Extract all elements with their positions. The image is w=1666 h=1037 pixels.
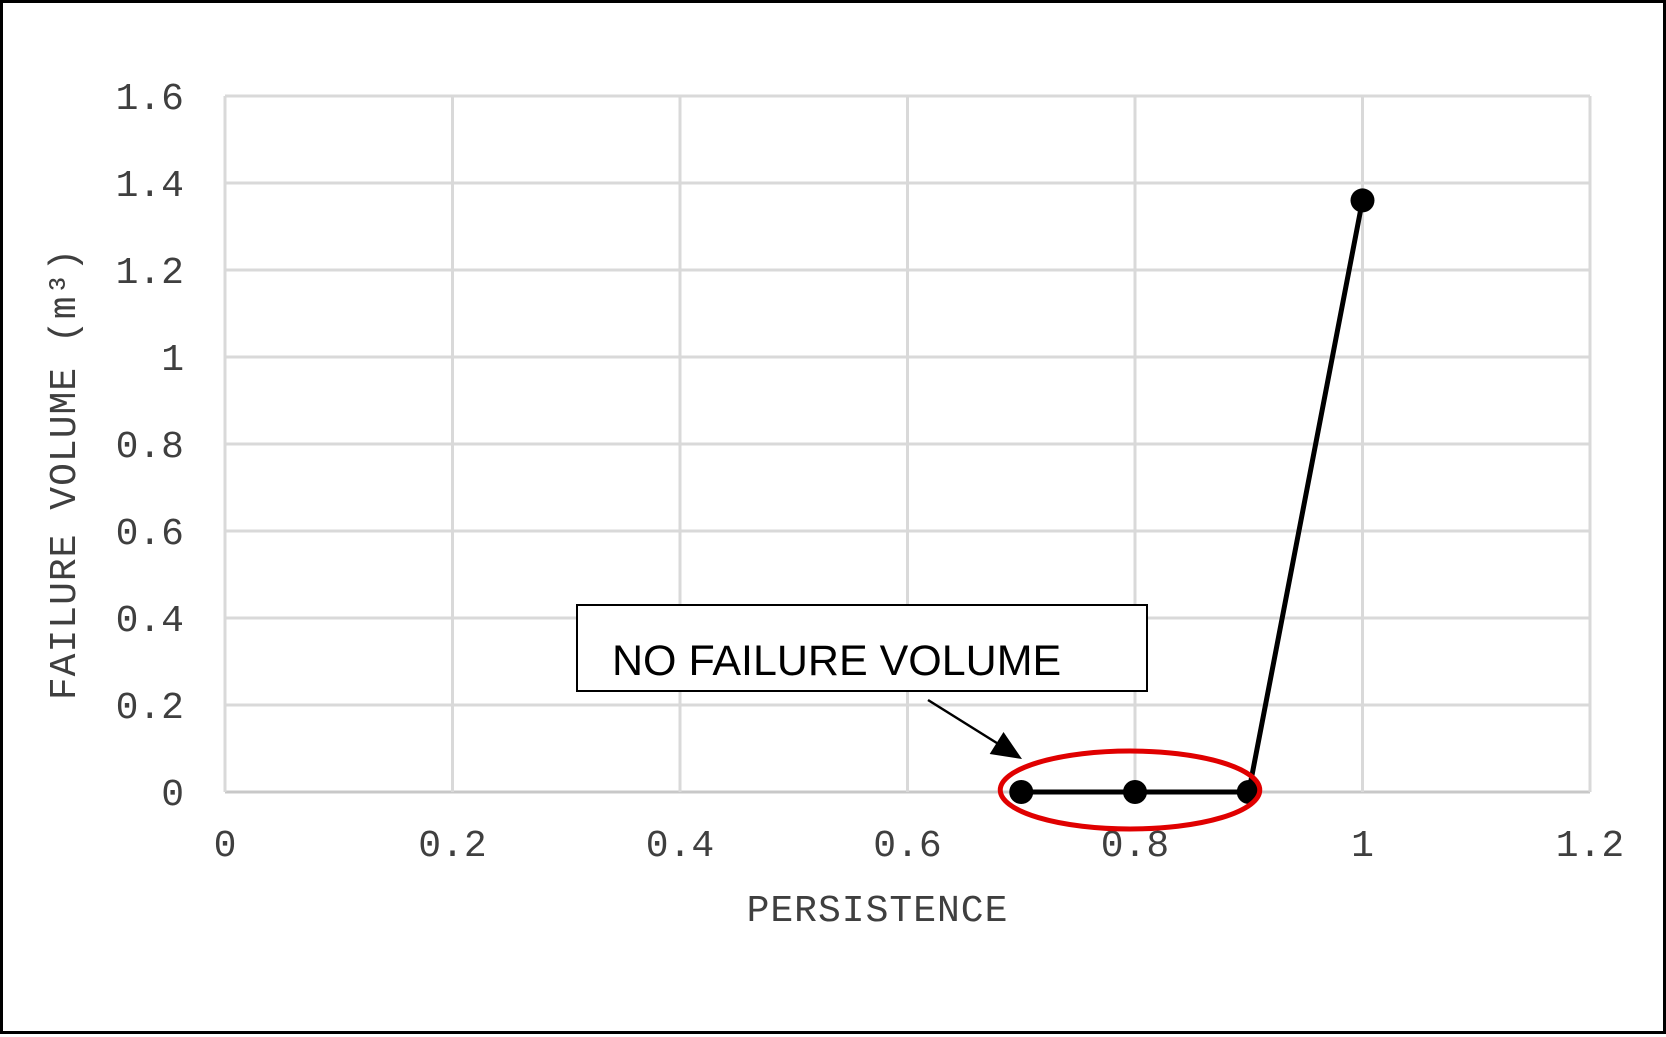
x-axis-ticks: 0 0.2 0.4 0.6 0.8 1 1.2 — [214, 825, 1625, 868]
x-axis-title: PERSISTENCE — [747, 890, 1009, 933]
y-tick-label: 1 — [161, 339, 184, 382]
series-line — [1021, 199, 1365, 795]
y-tick-label: 1.6 — [116, 78, 184, 121]
y-tick-label: 0.8 — [116, 426, 184, 469]
x-tick-label: 0.4 — [646, 825, 714, 868]
line-chart: 0 0.2 0.4 0.6 0.8 1 1.2 1.4 1.6 0 0.2 0.4 0.6 0.8 1 1.… — [44, 78, 1625, 933]
y-tick-label: 1.2 — [116, 252, 184, 295]
annotation-box — [576, 604, 1148, 692]
data-point — [1009, 780, 1034, 804]
y-tick-label: 0.6 — [116, 513, 184, 556]
x-tick-label: 0.6 — [873, 825, 941, 868]
annotation-arrow — [927, 698, 1009, 752]
y-tick-label: 0.4 — [116, 600, 184, 643]
y-axis-ticks: 0 0.2 0.4 0.6 0.8 1 1.2 1.4 1.6 — [116, 78, 184, 817]
y-axis-title: FAILURE VOLUME (m³) — [44, 248, 87, 700]
data-point — [1123, 780, 1147, 804]
x-tick-label: 0 — [214, 825, 237, 868]
x-tick-label: 0.8 — [1101, 825, 1169, 868]
x-tick-label: 0.2 — [418, 825, 486, 868]
x-tick-label: 1.2 — [1556, 825, 1624, 868]
annotation-arrow-head — [989, 732, 1022, 759]
annotation: NO FAILURE VOLUME — [576, 604, 1263, 832]
series-failure-volume — [1009, 188, 1375, 804]
y-tick-label: 0 — [161, 774, 184, 817]
data-point — [1350, 188, 1375, 213]
y-tick-label: 0.2 — [116, 687, 184, 730]
annotation-label: NO FAILURE VOLUME — [612, 637, 1061, 685]
highlight-ellipse — [997, 748, 1263, 832]
y-tick-label: 1.4 — [116, 165, 184, 208]
x-tick-label: 1 — [1351, 825, 1374, 868]
